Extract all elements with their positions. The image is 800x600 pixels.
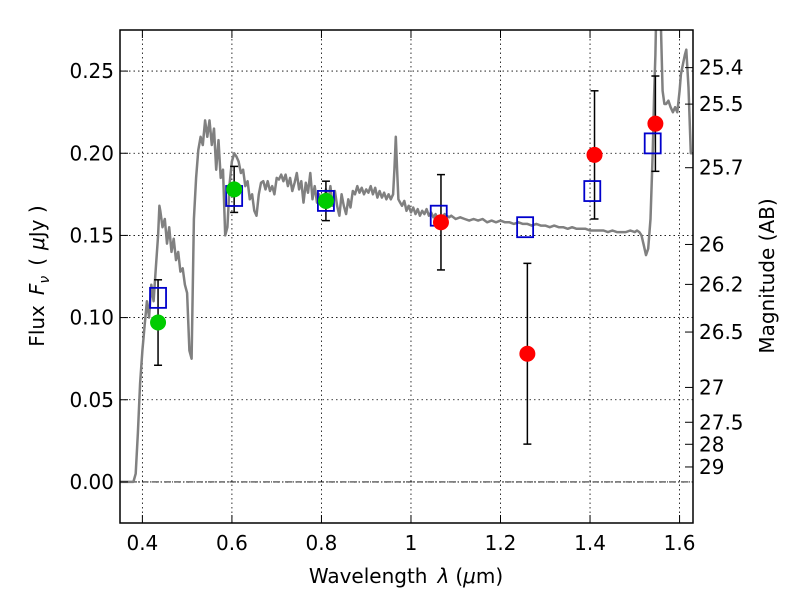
x-tick-label: 1.4 (574, 531, 606, 555)
right-tick-label: 29 (699, 455, 724, 479)
y-axis-unit-open: ( (25, 258, 49, 266)
x-axis-ticks: 0.4 0.6 0.8 1 1.2 1.4 1.6 (126, 30, 695, 555)
y-axis-label: Flux (25, 305, 49, 347)
right-tick-label: 26.5 (699, 320, 744, 344)
x-tick-label: 0.8 (306, 531, 338, 555)
x-axis-title: Wavelength λ (μm) (309, 564, 503, 588)
right-tick-label: 25.4 (699, 56, 744, 80)
observed-points (150, 115, 664, 362)
y-axis-symbol-sub: ν (37, 276, 53, 284)
model-sed-line (120, 30, 693, 484)
plot-background (120, 30, 693, 523)
plot-frame (119, 29, 694, 524)
x-axis-symbol: λ (436, 564, 449, 588)
y-tick-label: 0.15 (69, 223, 114, 247)
right-tick-label: 25.7 (699, 156, 744, 180)
right-tick-label: 28 (699, 432, 724, 456)
right-tick-label: 26 (699, 232, 724, 256)
observed-point (647, 115, 664, 132)
x-tick-label: 0.4 (126, 531, 158, 555)
x-tick-label: 1.2 (485, 531, 517, 555)
x-axis-unit-open: ( (455, 564, 463, 588)
observed-point (150, 314, 167, 331)
y-axis-symbol: F (25, 283, 49, 295)
model-band-square (583, 180, 602, 202)
y-axis-unit-mu: μ (25, 237, 49, 251)
right-tick-label: 26.2 (699, 272, 744, 296)
model-band-square (149, 286, 167, 309)
x-axis-label: Wavelength (309, 564, 428, 588)
y-tick-label: 0.05 (69, 388, 114, 412)
x-axis-unit-rest: m) (476, 564, 503, 588)
x-tick-label: 1 (405, 531, 418, 555)
observed-point (519, 345, 536, 362)
plot-area (120, 30, 693, 484)
y-tick-label: 0.20 (69, 141, 114, 165)
y-axis-unit-rest: Jy ) (25, 205, 49, 239)
observed-point (226, 181, 243, 198)
y-tick-label: 0.00 (69, 470, 114, 494)
y-tick-label: 0.25 (69, 59, 114, 83)
observed-point (432, 214, 449, 231)
right-tick-label: 27 (699, 375, 724, 399)
x-tick-label: 0.6 (216, 531, 248, 555)
observed-point (586, 146, 603, 163)
y-axis-ticks: 0.00 0.05 0.10 0.15 0.20 0.25 (69, 59, 128, 494)
model-band-square (643, 132, 662, 155)
x-axis-unit-mu: μ (462, 564, 476, 588)
y-tick-label: 0.10 (69, 306, 114, 330)
model-band-square (516, 216, 535, 239)
right-tick-label: 27.5 (699, 410, 744, 434)
right-axis-title: Magnitude (AB) (755, 198, 779, 353)
x-tick-label: 1.6 (664, 531, 696, 555)
y-axis-title: Flux Fν ( μJy ) (25, 205, 53, 346)
right-tick-label: 25.5 (699, 92, 744, 116)
observed-point (317, 192, 334, 209)
